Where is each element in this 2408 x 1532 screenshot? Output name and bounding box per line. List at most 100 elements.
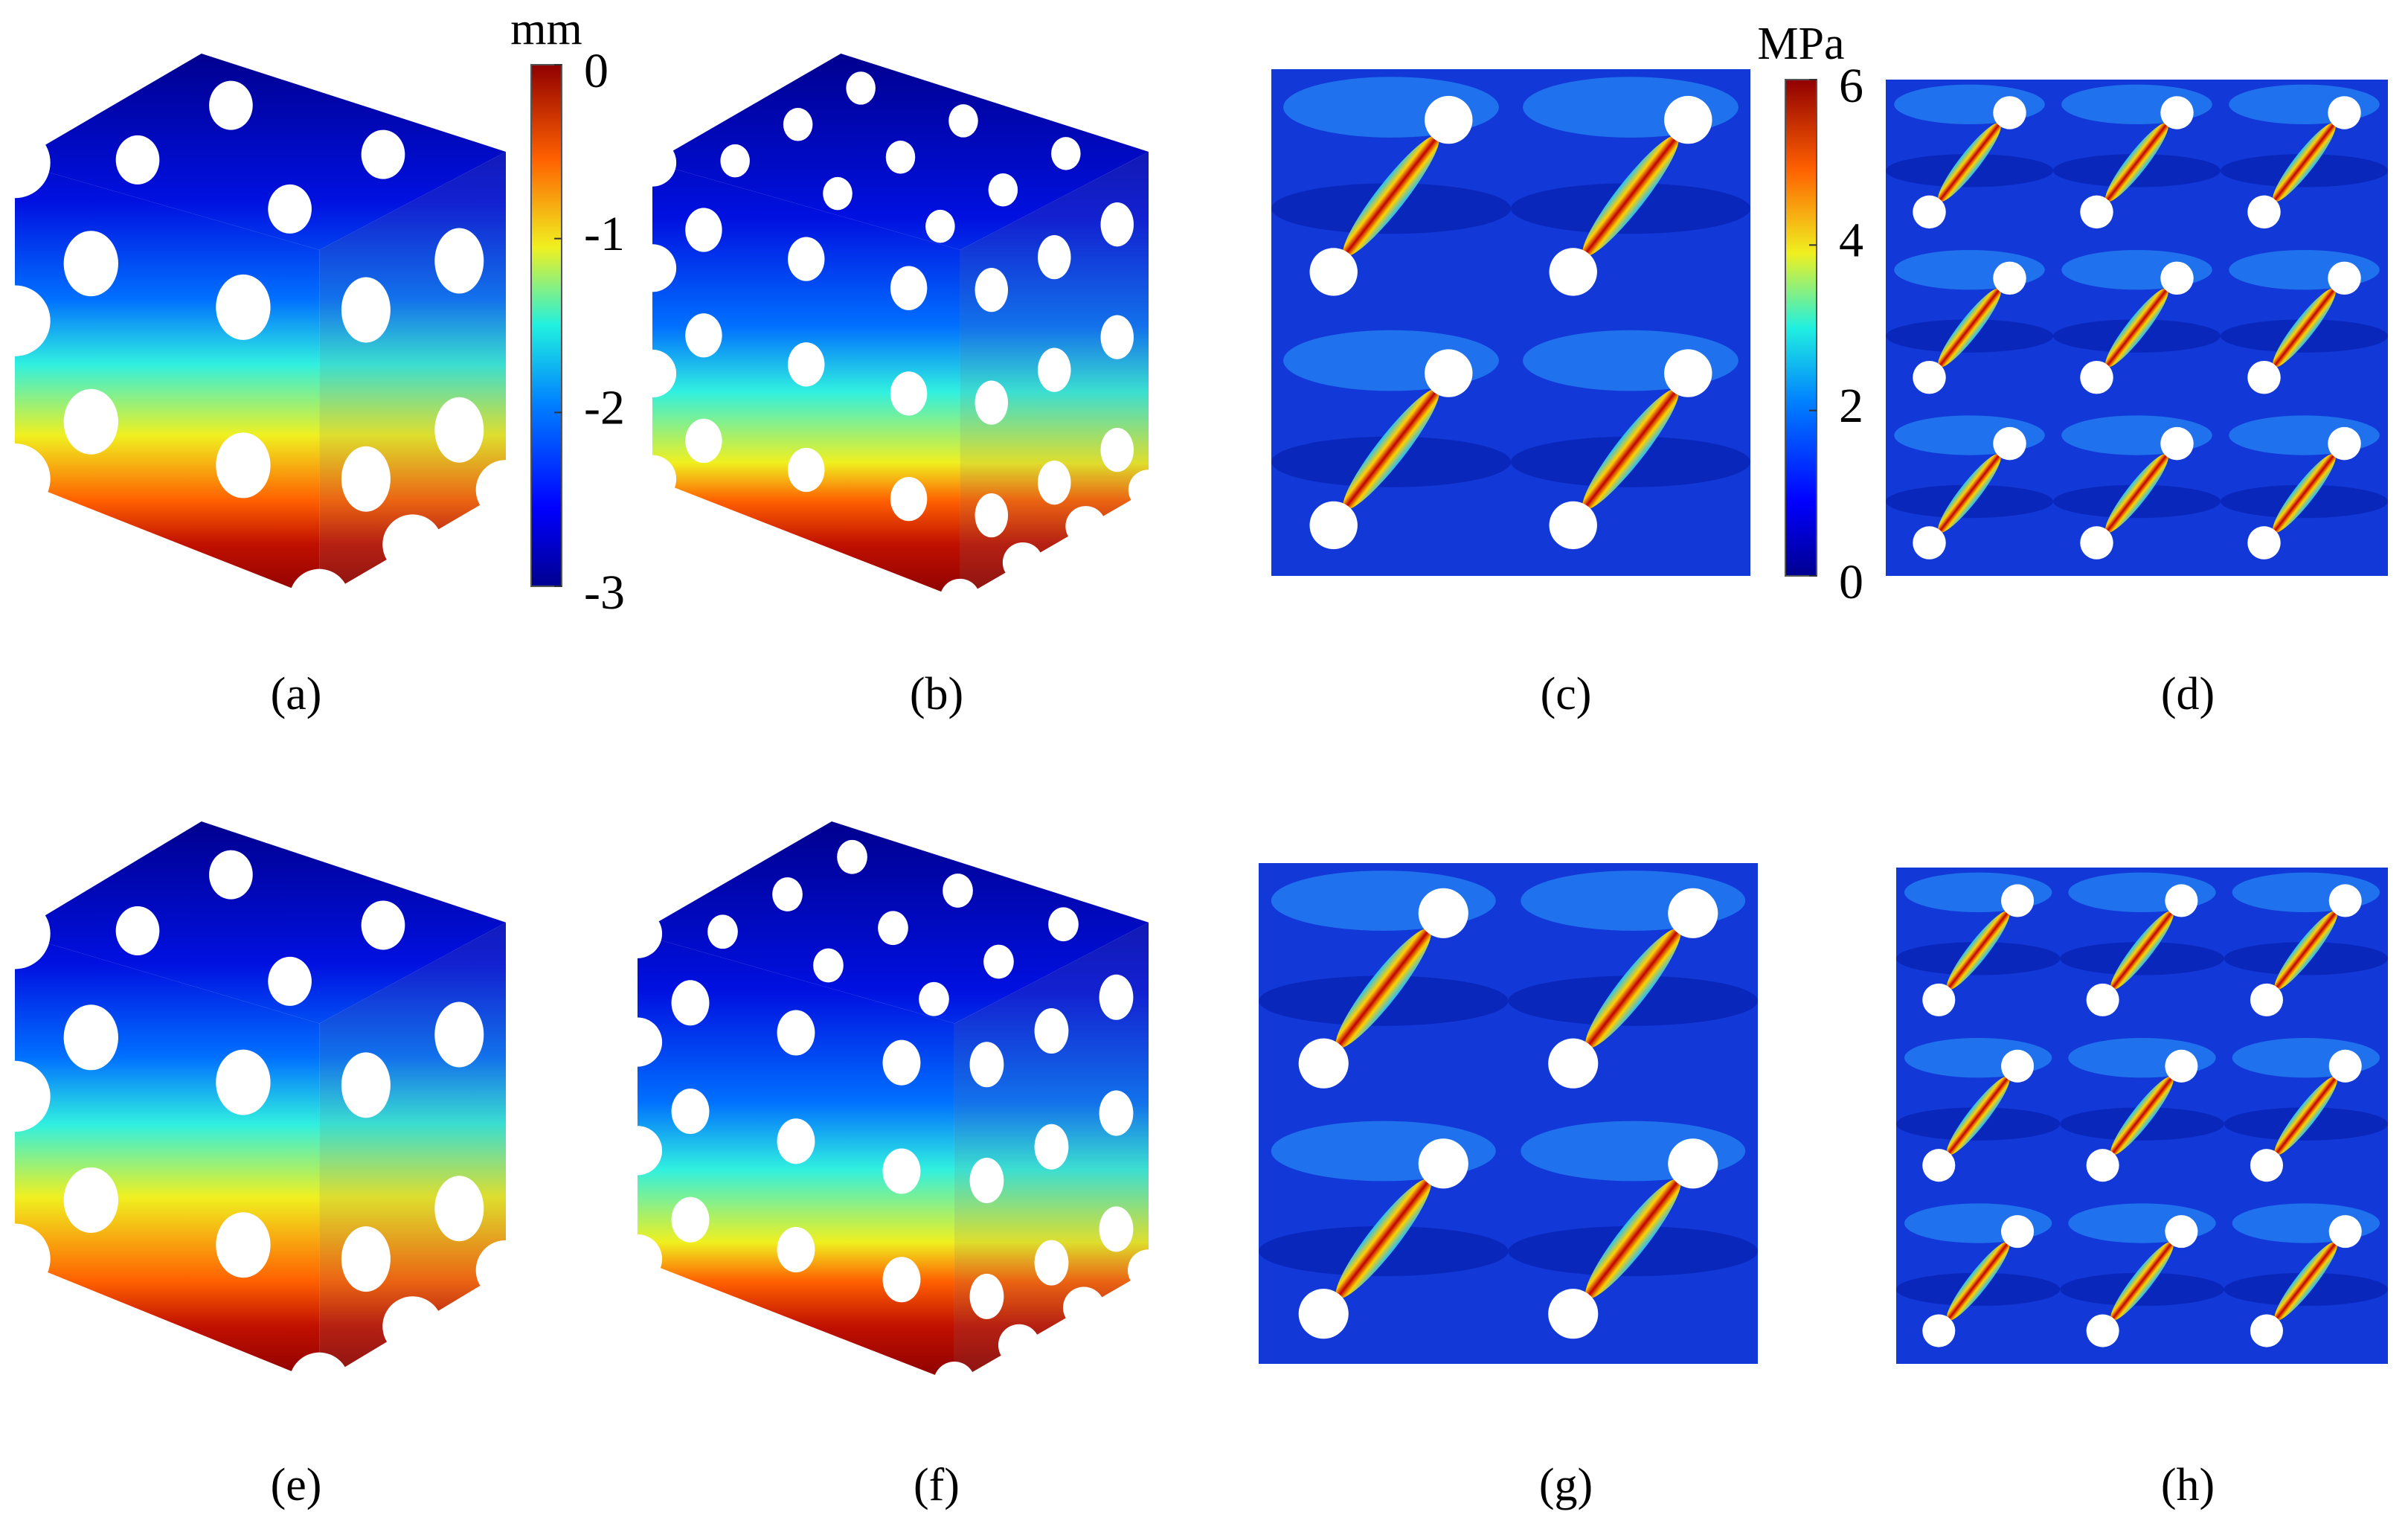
hole bbox=[209, 850, 253, 900]
stress-render bbox=[1886, 80, 2388, 576]
hole bbox=[434, 1001, 484, 1068]
hole bbox=[434, 1176, 484, 1242]
edge-notch bbox=[1062, 1286, 1105, 1329]
void bbox=[2328, 261, 2361, 295]
hole bbox=[671, 1089, 710, 1135]
edge-notch bbox=[612, 1234, 663, 1284]
void bbox=[2001, 884, 2035, 917]
hole bbox=[216, 274, 271, 340]
hole bbox=[341, 277, 391, 343]
stress-clip bbox=[1259, 863, 1758, 1364]
stress-streak bbox=[2110, 1241, 2174, 1321]
hole bbox=[685, 313, 722, 358]
stress-streak bbox=[2110, 1076, 2174, 1156]
edge-notch bbox=[1002, 542, 1044, 583]
hole bbox=[341, 1226, 391, 1292]
void bbox=[1668, 888, 1718, 938]
edge-notch bbox=[475, 460, 536, 520]
void bbox=[2080, 195, 2113, 229]
void bbox=[2247, 195, 2281, 229]
void bbox=[2160, 96, 2194, 129]
hole bbox=[1100, 428, 1134, 472]
edge-notch bbox=[0, 285, 51, 356]
void bbox=[2165, 884, 2198, 917]
colorbar-tick-label: 6 bbox=[1839, 59, 1863, 113]
hole bbox=[969, 1158, 1004, 1204]
stress-streak bbox=[2110, 910, 2174, 990]
hole bbox=[434, 397, 484, 463]
hole bbox=[63, 388, 118, 455]
edge-notch bbox=[289, 568, 350, 629]
void bbox=[2250, 1314, 2283, 1347]
hole bbox=[1099, 1090, 1134, 1136]
hole bbox=[268, 956, 312, 1006]
stress-streak bbox=[1938, 288, 2001, 368]
void bbox=[2328, 884, 2362, 917]
hole bbox=[788, 237, 825, 281]
stress-streak bbox=[1343, 388, 1439, 510]
void bbox=[2328, 426, 2361, 461]
stress-streak bbox=[2105, 453, 2168, 533]
hole bbox=[685, 418, 722, 464]
void bbox=[1664, 95, 1712, 144]
void bbox=[1913, 195, 1946, 229]
void bbox=[2247, 360, 2281, 394]
hole bbox=[788, 342, 825, 387]
colorbar-tick-label: -3 bbox=[584, 565, 625, 620]
stress-streak bbox=[1938, 122, 2001, 202]
void bbox=[1993, 96, 2026, 129]
hole bbox=[434, 228, 484, 294]
stress-streak bbox=[1335, 928, 1431, 1048]
hole bbox=[1034, 1007, 1069, 1054]
hole bbox=[268, 184, 312, 234]
void bbox=[1298, 1289, 1349, 1339]
hole bbox=[1099, 974, 1134, 1020]
colorbar bbox=[1785, 79, 1817, 577]
void bbox=[2328, 1215, 2362, 1249]
hole bbox=[948, 104, 978, 138]
hole bbox=[969, 1042, 1004, 1088]
hole bbox=[777, 1227, 815, 1273]
colorbar-tick-label: 4 bbox=[1839, 213, 1863, 267]
cube-top bbox=[15, 821, 506, 1024]
stress-render bbox=[1259, 863, 1758, 1364]
void bbox=[1425, 95, 1473, 144]
edge-notch bbox=[1128, 1249, 1169, 1292]
hole bbox=[975, 493, 1009, 538]
hole bbox=[209, 80, 253, 130]
colorbar-unit: mm bbox=[510, 4, 582, 54]
edge-notch bbox=[933, 1362, 975, 1403]
void bbox=[2160, 261, 2194, 295]
void bbox=[2086, 1149, 2119, 1182]
hole bbox=[823, 176, 853, 211]
cube-top bbox=[15, 54, 506, 250]
stress-streak bbox=[2274, 910, 2338, 990]
stress-clip bbox=[1886, 80, 2388, 576]
hole bbox=[837, 839, 867, 874]
edge-notch bbox=[628, 138, 677, 187]
hole bbox=[1051, 137, 1081, 170]
hole bbox=[878, 911, 908, 946]
void bbox=[2250, 1149, 2283, 1182]
edge-notch bbox=[998, 1324, 1040, 1366]
stress-streak bbox=[1343, 135, 1439, 257]
hole bbox=[783, 108, 813, 141]
colorbar-tick-label: -2 bbox=[584, 380, 625, 435]
void bbox=[2328, 96, 2361, 129]
hole bbox=[1099, 1206, 1134, 1252]
edge-notch bbox=[940, 578, 980, 620]
void bbox=[2250, 983, 2283, 1016]
stress-field bbox=[1271, 69, 1750, 576]
edge-notch bbox=[628, 349, 677, 398]
hole bbox=[1034, 1240, 1069, 1286]
hole bbox=[925, 209, 955, 243]
edge-notch bbox=[475, 1240, 536, 1301]
stress-streak bbox=[2105, 122, 2168, 202]
panel-label: (a) bbox=[271, 669, 322, 719]
cube-render bbox=[628, 54, 1169, 620]
edge-notch bbox=[382, 514, 443, 575]
edge-notch bbox=[1065, 506, 1106, 547]
hole bbox=[846, 71, 876, 105]
edge-notch bbox=[0, 1060, 51, 1132]
